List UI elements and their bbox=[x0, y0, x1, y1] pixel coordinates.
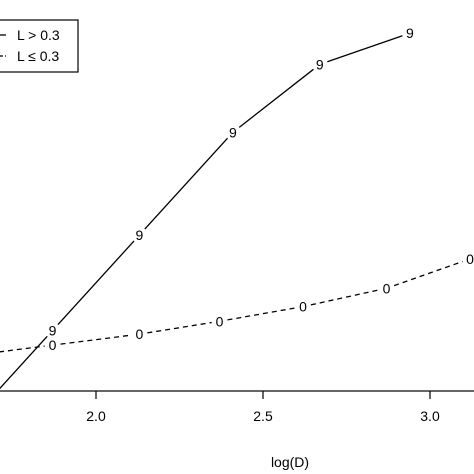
legend: L > 0.3 L ≤ 0.3 bbox=[0, 20, 78, 72]
series-line-segment bbox=[311, 290, 379, 305]
series-line-segment bbox=[145, 138, 228, 229]
data-point-marker: 0 bbox=[136, 326, 144, 342]
legend-entry-label: L ≤ 0.3 bbox=[17, 48, 59, 64]
legend-entry-label: L > 0.3 bbox=[17, 27, 60, 43]
series-line-segment bbox=[147, 323, 211, 333]
data-point-marker: 0 bbox=[299, 299, 307, 315]
data-point-marker: 9 bbox=[49, 322, 57, 338]
series-line-segment bbox=[58, 241, 134, 325]
data-point-marker: 9 bbox=[406, 25, 414, 41]
data-point-marker: 0 bbox=[49, 337, 57, 353]
data-point-marker: 0 bbox=[383, 280, 391, 296]
data-point-marker: 9 bbox=[136, 227, 144, 243]
data-point-marker: 9 bbox=[229, 124, 237, 140]
x-tick-label: 2.0 bbox=[86, 408, 106, 424]
data-point-marker: 0 bbox=[216, 313, 224, 329]
x-axis-label: log(D) bbox=[271, 454, 309, 470]
x-tick-label: 3.0 bbox=[420, 408, 440, 424]
series-line-segment bbox=[0, 336, 47, 389]
data-point-marker: 0 bbox=[466, 251, 474, 267]
series-line-segment bbox=[227, 308, 295, 320]
series-1: 9 9 9 9 9 bbox=[0, 25, 414, 389]
series-line-segment bbox=[61, 335, 132, 344]
series-line-segment bbox=[0, 346, 45, 352]
series-line-segment bbox=[239, 69, 313, 127]
series-line-segment bbox=[327, 36, 402, 62]
x-tick-label: 2.5 bbox=[253, 408, 273, 424]
data-point-marker: 9 bbox=[316, 56, 324, 72]
x-axis: 2.0 2.5 3.0 bbox=[86, 391, 440, 424]
series-line-segment bbox=[394, 262, 462, 286]
series-2: 0 0 0 0 0 0 bbox=[0, 251, 474, 353]
